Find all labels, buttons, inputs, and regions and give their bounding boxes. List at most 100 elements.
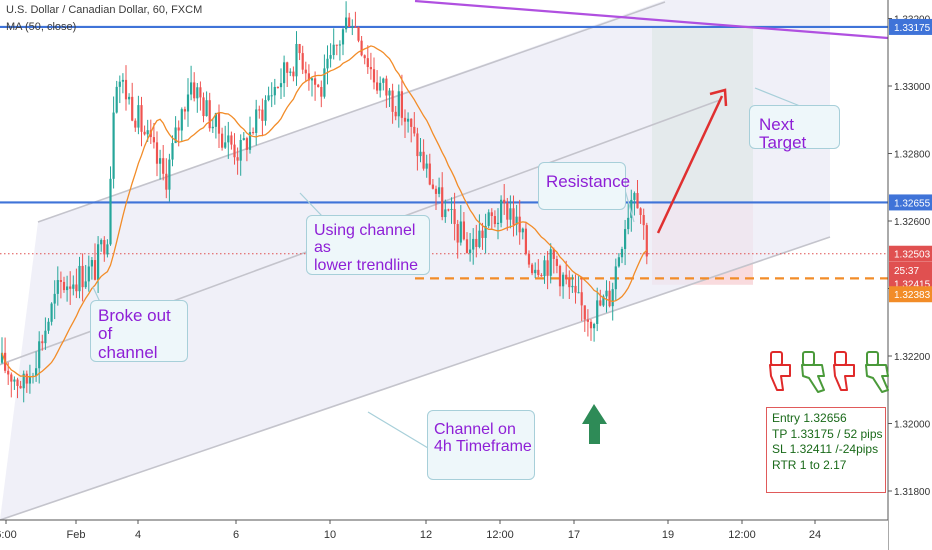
candle-body-80 <box>248 132 252 150</box>
candle-body-163 <box>506 202 509 220</box>
price-label-bg-5 <box>889 286 932 303</box>
time-tick-label-5: 12 <box>420 529 432 541</box>
ma-line <box>1 45 648 378</box>
candle-body-181 <box>562 274 565 287</box>
callout-channel-4h-text: Channel on 4h Timeframe <box>434 421 532 456</box>
candle-body-52 <box>162 158 165 174</box>
candle-body-147 <box>456 224 459 243</box>
candle-body-129 <box>400 91 403 118</box>
candle-body-149 <box>462 221 465 240</box>
candle-body-136 <box>422 151 425 169</box>
candle-body-40 <box>124 79 128 100</box>
candle-body-203 <box>630 199 633 218</box>
candle-body-101 <box>314 78 317 85</box>
candle-body-69 <box>214 112 217 127</box>
candle-body-139 <box>431 184 434 189</box>
callout-resistance[interactable]: Resistance <box>538 162 630 210</box>
candle-body-26 <box>81 265 84 288</box>
candle-body-158 <box>490 212 493 217</box>
candle-body-178 <box>552 249 555 259</box>
candle-body-21 <box>66 286 69 291</box>
candle-body-77 <box>239 139 242 161</box>
time-tick-label-6: 12:00 <box>486 529 514 541</box>
candle-body-92 <box>286 62 289 73</box>
candle-body-107 <box>332 44 335 56</box>
trade-entry: Entry 1.32656 <box>772 411 847 425</box>
thumb-up-icon <box>801 351 825 393</box>
candle-body-150 <box>465 239 469 253</box>
pointer-channel-trendline <box>299 192 323 217</box>
candle-body-31 <box>97 244 100 280</box>
candle-body-108 <box>335 44 338 46</box>
thumb-hand <box>769 364 791 391</box>
candle-body-172 <box>534 269 537 274</box>
candle-body-54 <box>168 159 171 190</box>
candle-body-171 <box>531 264 534 274</box>
thumb-up-icon <box>865 351 889 393</box>
candle-body-95 <box>295 43 298 77</box>
price-label-1: 1.32655 <box>894 198 931 209</box>
candle-body-55 <box>171 143 174 160</box>
pointer-broke-out <box>92 286 101 303</box>
up-arrow-icon <box>582 404 607 444</box>
candle-body-155 <box>481 230 484 238</box>
candle-body-193 <box>599 300 602 306</box>
thumb-down-icon <box>833 351 855 391</box>
candle-body-169 <box>524 228 527 254</box>
candle-body-110 <box>341 29 345 45</box>
candle-body-160 <box>496 222 500 225</box>
indicator-legend[interactable]: MA (50, close) <box>6 21 77 33</box>
callout-next-target[interactable]: Next Target <box>749 105 840 152</box>
candle-body-176 <box>546 260 549 276</box>
candle-body-20 <box>62 281 66 291</box>
candle-body-41 <box>128 96 131 100</box>
candle-body-94 <box>292 71 295 77</box>
candle-body-199 <box>617 257 620 267</box>
candle-body-5 <box>16 379 19 386</box>
candle-body-49 <box>152 137 155 143</box>
time-tick-label-1: Feb <box>67 529 86 541</box>
candle-body-63 <box>196 87 199 99</box>
candle-body-153 <box>475 238 478 247</box>
candle-body-119 <box>369 67 372 70</box>
candle-body-88 <box>273 86 276 96</box>
symbol-legend[interactable]: U.S. Dollar / Canadian Dollar, 60, FXCM <box>6 4 203 16</box>
candle-body-73 <box>227 135 230 143</box>
candle-body-75 <box>233 144 236 158</box>
candle-body-146 <box>453 208 456 225</box>
candle-body-25 <box>78 265 81 292</box>
candle-body-151 <box>469 249 472 253</box>
candle-body-124 <box>385 78 388 96</box>
callout-channel-4h[interactable]: Channel on 4h Timeframe <box>427 410 535 480</box>
callout-broke-out-text: Broke out of channel <box>98 306 171 362</box>
candle-body-97 <box>301 53 304 70</box>
candle-body-111 <box>345 17 348 30</box>
thumb-hand <box>865 364 889 393</box>
candle-body-81 <box>252 132 255 134</box>
candle-body-43 <box>134 120 137 128</box>
price-tick-label-6: 1.32200 <box>894 352 931 363</box>
candle-body-82 <box>255 109 258 133</box>
candle-body-202 <box>627 217 630 230</box>
candle-body-100 <box>310 78 314 81</box>
candle-body-116 <box>360 40 363 56</box>
candle-body-183 <box>568 279 571 288</box>
candle-body-156 <box>484 225 487 238</box>
candle-body-68 <box>211 126 214 129</box>
trade-summary-box: Entry 1.32656 TP 1.33175 / 52 pips SL 1.… <box>766 407 886 493</box>
candle-body-177 <box>549 249 552 276</box>
candle-body-46 <box>143 131 146 135</box>
candle-body-99 <box>307 73 310 81</box>
candle-body-167 <box>518 216 521 233</box>
target-arrow-shaft <box>656 95 724 234</box>
candle-body-71 <box>221 133 224 148</box>
callout-broke-out[interactable]: Broke out of channel <box>90 300 188 362</box>
price-label-bg-1 <box>889 194 932 211</box>
candle-body-170 <box>527 253 531 265</box>
price-label-3: 25:37 <box>894 266 919 277</box>
candle-body-83 <box>258 109 261 111</box>
callout-channel-trendline[interactable]: Using channel as lower trendline <box>306 215 430 275</box>
price-label-4: 1.32415 <box>894 279 931 290</box>
candle-body-37 <box>115 86 118 113</box>
candle-body-42 <box>131 96 134 121</box>
